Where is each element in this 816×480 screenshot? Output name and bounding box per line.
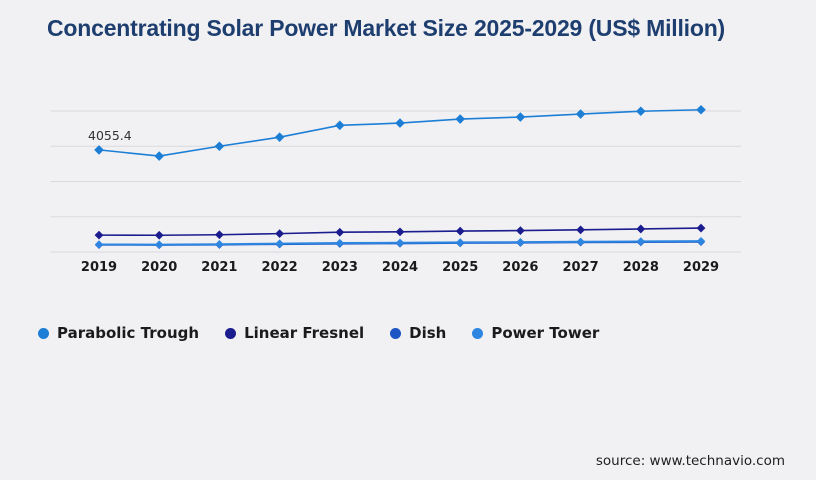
legend-marker-parabolic-trough-icon [38, 327, 49, 339]
x-axis-label: 2027 [563, 260, 599, 275]
legend-item-parabolic-trough: Parabolic Trough [38, 324, 199, 342]
x-axis-label: 2021 [201, 260, 237, 275]
legend-marker-dish-icon [390, 327, 402, 339]
data-point-power-tower [335, 238, 344, 248]
chart-title: Concentrating Solar Power Market Size 20… [47, 15, 726, 41]
legend-label-power-tower: Power Tower [491, 324, 600, 342]
data-point-linear-fresnel [335, 227, 345, 237]
data-point-parabolic-trough [575, 109, 586, 119]
data-point-power-tower [155, 240, 164, 249]
series-line-parabolic-trough [98, 108, 702, 157]
x-axis-label: 2026 [502, 260, 538, 275]
legend-label-dish: Dish [409, 324, 447, 342]
data-point-parabolic-trough [214, 141, 225, 152]
legend-marker-linear-fresnel-icon [225, 327, 237, 339]
x-axis-label: 2024 [382, 260, 418, 275]
data-point-power-tower [215, 239, 224, 249]
data-point-power-tower [395, 238, 405, 248]
line-chart-canvas: 2019 2020 2021 2022 2023 2024 2025 2026 2027 2028… [50, 104, 741, 275]
first-point-value-label: 4055.4 [88, 128, 132, 143]
data-point-power-tower [576, 237, 585, 247]
data-point-linear-fresnel [94, 230, 104, 240]
data-point-parabolic-trough [94, 145, 104, 155]
data-point-power-tower [456, 238, 465, 247]
data-point-linear-fresnel [215, 230, 224, 240]
data-point-parabolic-trough [515, 112, 526, 122]
data-point-power-tower [696, 236, 706, 246]
data-point-linear-fresnel [696, 223, 706, 233]
data-point-power-tower [636, 237, 645, 246]
legend-item-linear-fresnel: Linear Fresnel [225, 324, 364, 342]
data-point-parabolic-trough [696, 104, 706, 115]
data-point-linear-fresnel [275, 229, 284, 239]
data-point-linear-fresnel [636, 224, 646, 234]
data-point-power-tower [516, 237, 525, 247]
x-axis-label: 2025 [442, 260, 478, 275]
legend-marker-power-tower-icon [472, 327, 484, 339]
x-axis-label: 2029 [683, 260, 719, 275]
data-point-linear-fresnel [516, 226, 525, 235]
data-point-linear-fresnel [395, 227, 405, 237]
data-point-linear-fresnel [154, 230, 164, 240]
x-axis-label: 2019 [81, 260, 117, 275]
data-point-linear-fresnel [576, 225, 585, 235]
data-point-parabolic-trough [335, 120, 345, 131]
data-point-parabolic-trough [274, 132, 285, 142]
x-axis-label: 2028 [623, 260, 659, 275]
data-point-parabolic-trough [154, 151, 164, 161]
chart-legend: Parabolic Trough Linear Fresnel Dish Pow… [38, 324, 599, 342]
data-point-power-tower [275, 239, 284, 248]
x-axis-label: 2022 [262, 260, 298, 275]
legend-label-parabolic-trough: Parabolic Trough [57, 324, 200, 342]
data-point-parabolic-trough [395, 118, 405, 128]
data-point-power-tower [94, 240, 104, 249]
legend-item-dish: Dish [390, 324, 446, 342]
data-point-parabolic-trough [455, 114, 465, 124]
data-point-linear-fresnel [455, 226, 465, 236]
x-axis-label: 2023 [322, 260, 358, 275]
source-attribution: source: www.technavio.com [595, 453, 785, 469]
legend-label-linear-fresnel: Linear Fresnel [244, 324, 365, 342]
data-point-parabolic-trough [636, 106, 646, 117]
x-axis-label: 2020 [141, 260, 177, 275]
legend-item-power-tower: Power Tower [472, 324, 599, 342]
